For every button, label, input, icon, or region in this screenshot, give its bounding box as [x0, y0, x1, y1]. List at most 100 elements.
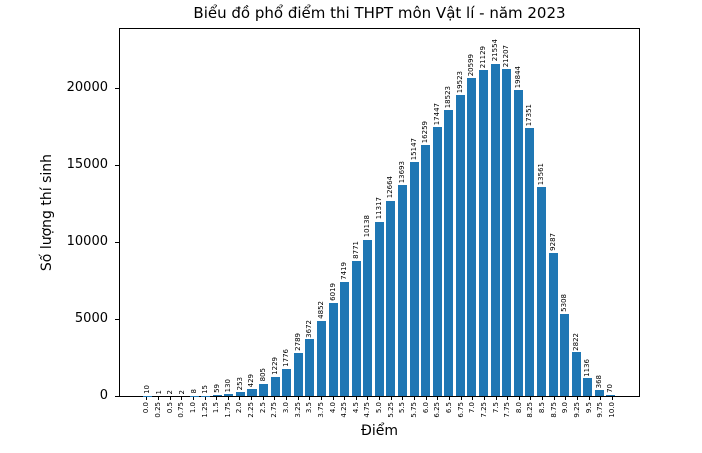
xtick-label: 4.25 [340, 402, 349, 418]
bar-value-label: 13693 [398, 160, 406, 183]
bar-value-label: 17447 [432, 102, 441, 125]
bar [583, 378, 593, 396]
xtick-slot: 2.25 [246, 397, 258, 425]
xticks-row: 0.0 0.25 0.5 0.75 1.0 1.25 1.5 1.75 2.0 2.25 2.5 2.… [119, 397, 640, 425]
bar-value-label: 5308 [560, 294, 569, 313]
bar-value-label: 20599 [467, 54, 476, 77]
xtick-label: 9.25 [573, 402, 582, 418]
bar-slot: 1 [154, 29, 166, 396]
xtick-slot: 10.0 [607, 397, 619, 425]
bar-value-label: 9287 [548, 232, 557, 251]
xtick-label: 0.5 [165, 402, 174, 414]
xtick-slot: 0.75 [176, 397, 188, 425]
bar-value-label: 130 [224, 378, 233, 392]
xtick-mark [414, 397, 416, 400]
bar [444, 110, 454, 396]
bar [351, 260, 361, 396]
xtick-slot: 1.0 [188, 397, 200, 425]
bar-slot: 6019 [327, 29, 339, 396]
xtick-mark [542, 397, 544, 400]
xtick-mark [146, 397, 148, 400]
xtick-mark [239, 397, 241, 400]
xtick-label: 8.5 [538, 402, 547, 414]
xtick-label: 2.75 [270, 402, 279, 418]
xtick-label: 5.5 [398, 402, 407, 414]
xtick-slot: 8.75 [548, 397, 560, 425]
xtick-label: 3.75 [316, 402, 325, 418]
xtick-slot: 2.5 [257, 397, 269, 425]
xtick-mark [495, 397, 497, 400]
bar-value-label: 1136 [583, 358, 592, 377]
bar-value-label: 19844 [513, 65, 522, 89]
bar [386, 200, 396, 396]
xtick-mark [297, 397, 299, 400]
xtick-slot: 8.5 [537, 397, 549, 425]
bar [305, 339, 315, 396]
bar-slot: 12664 [385, 29, 397, 396]
bar-slot: 2 [165, 29, 177, 396]
xtick-label: 8.75 [549, 402, 558, 418]
bar-slot: 5308 [559, 29, 571, 396]
bar-value-label: 59 [212, 384, 221, 394]
bar-slot: 10138 [362, 29, 374, 396]
xtick-mark [472, 397, 474, 400]
bar [293, 353, 303, 396]
bar-value-label: 8 [189, 389, 198, 394]
bar-slot: 21207 [501, 29, 513, 396]
bar-value-label: 429 [247, 374, 256, 388]
xtick-mark [227, 397, 229, 400]
xtick-label: 2.5 [258, 402, 267, 414]
bar-value-label: 253 [235, 376, 244, 391]
bar-value-label: 19523 [455, 70, 464, 93]
bar-slot: 19844 [513, 29, 525, 396]
bar-value-label: 18523 [444, 86, 453, 109]
xtick-label: 8.0 [514, 402, 523, 414]
bars-area: 10 1 2 2 8 15 59 130 253 429 805 1229 1776 2789 3672 48… [120, 29, 639, 396]
xtick-slot: 5.5 [397, 397, 409, 425]
bar [432, 126, 442, 396]
xtick-label: 8.25 [526, 402, 535, 418]
bar [455, 94, 465, 396]
ytick-mark [115, 241, 119, 243]
bar [421, 145, 431, 396]
bar-slot: 18523 [443, 29, 455, 396]
bar [235, 392, 245, 396]
bar-slot: 9287 [547, 29, 559, 396]
xtick-mark [309, 397, 311, 400]
bar [374, 221, 384, 396]
ytick-label: 0 [99, 388, 108, 403]
bar-slot: 1776 [281, 29, 293, 396]
xtick-mark [577, 397, 579, 400]
bar-value-label: 2789 [293, 333, 302, 351]
xtick-mark [553, 397, 555, 400]
xtick-mark [437, 397, 439, 400]
xtick-mark [448, 397, 450, 400]
bar-slot: 15 [200, 29, 212, 396]
bar-value-label: 2822 [571, 332, 580, 351]
xtick-label: 5.75 [410, 402, 419, 418]
xtick-label: 3.5 [305, 402, 314, 414]
xtick-mark [216, 397, 218, 400]
bar [467, 78, 477, 396]
xtick-label: 0.0 [142, 402, 151, 414]
xtick-slot: 5.25 [385, 397, 397, 425]
bar [548, 252, 558, 396]
xtick-label: 6.5 [444, 402, 453, 414]
xtick-slot: 1.25 [199, 397, 211, 425]
xtick-mark [588, 397, 590, 400]
bar-value-label: 7419 [340, 261, 349, 280]
xtick-slot: 9.5 [583, 397, 595, 425]
ytick-mark [115, 164, 119, 166]
bar-slot: 15147 [408, 29, 420, 396]
bar [536, 186, 546, 396]
xtick-slot: 7.75 [502, 397, 514, 425]
ytick-label: 20000 [66, 79, 108, 95]
xtick-mark [355, 397, 357, 400]
bar-slot: 10 [142, 29, 154, 396]
xtick-slot: 0.25 [153, 397, 165, 425]
xtick-slot: 8.25 [525, 397, 537, 425]
xtick-label: 1.25 [200, 402, 209, 418]
xtick-slot: 7.25 [479, 397, 491, 425]
xtick-mark [332, 397, 334, 400]
bar-value-label: 4852 [316, 301, 325, 320]
